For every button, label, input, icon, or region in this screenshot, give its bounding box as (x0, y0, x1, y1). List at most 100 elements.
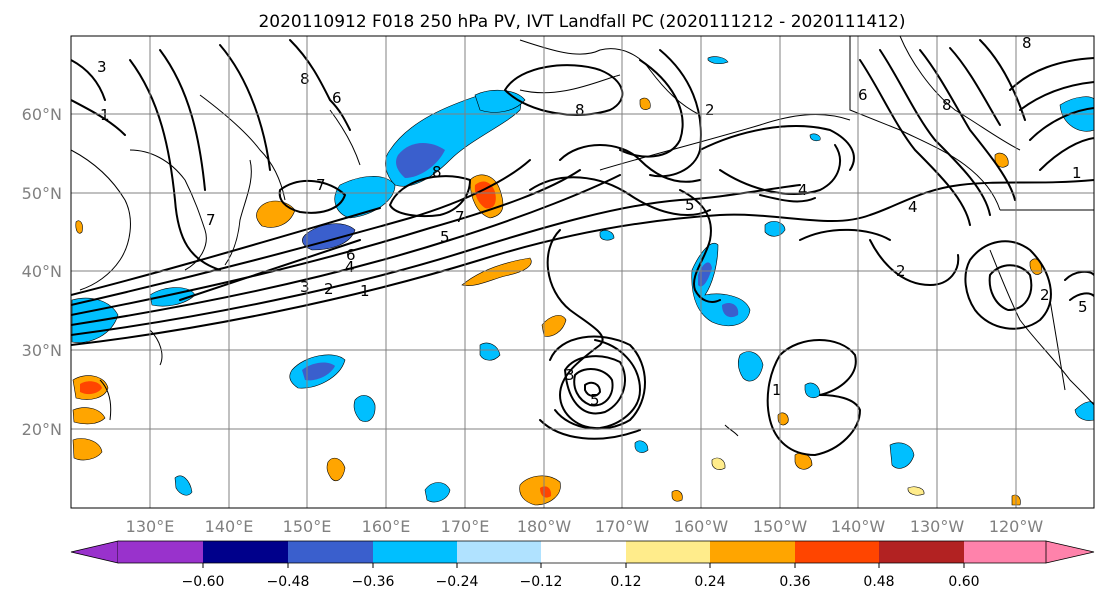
lon-label: 160°W (674, 517, 729, 536)
colorbar-extend-high (1045, 540, 1095, 564)
contour-labels: 3 1 8 6 7 8 2 8 6 8 8 7 6 5 4 3 2 1 7 5 (97, 34, 1088, 409)
colorbar-tick-label: −0.24 (436, 574, 479, 590)
colorbar-tick-label: 0.60 (948, 574, 979, 590)
contour-label: 6 (346, 246, 356, 264)
positive-anomaly-region (72, 438, 103, 461)
lon-label: 140°E (205, 517, 254, 536)
colorbar: −0.60 −0.48 −0.36 −0.24 −0.12 0.12 0.24 … (70, 540, 1095, 590)
colorbar-segment (710, 541, 795, 563)
contour-label: 8 (1022, 34, 1032, 52)
contour-label: 5 (685, 196, 695, 214)
contour-label: 5 (1078, 298, 1088, 316)
pv-contours (71, 39, 1094, 456)
contour-label: 4 (908, 198, 918, 216)
contour-label: 7 (455, 208, 465, 226)
positive-anomaly-region (639, 97, 651, 110)
colorbar-segment (541, 541, 626, 563)
negative-anomaly-region (174, 475, 193, 496)
longitude-labels: 130°E 140°E 150°E 160°E 170°E 180°W 170°… (126, 517, 1044, 536)
lon-label: 120°W (989, 517, 1044, 536)
colorbar-tick-label: 0.12 (610, 574, 641, 590)
positive-anomaly-region (256, 200, 296, 228)
contour-label: 3 (300, 278, 310, 296)
contour-label: 6 (858, 86, 868, 104)
lon-label: 170°E (441, 517, 490, 536)
colorbar-segment (373, 541, 457, 563)
graticule (71, 36, 1094, 508)
lat-label: 40°N (22, 262, 62, 281)
negative-anomaly-region (809, 133, 821, 142)
colorbar-extend-low (70, 540, 119, 564)
shaded-anomalies (71, 56, 1094, 506)
contour-label: 1 (772, 381, 782, 399)
positive-anomaly-region (711, 457, 726, 470)
negative-anomaly-region (479, 342, 501, 361)
colorbar-tick-label: −0.12 (520, 574, 563, 590)
colorbar-tick-label: 0.48 (863, 574, 894, 590)
colorbar-segment (964, 541, 1046, 563)
negative-anomaly-region (707, 56, 729, 65)
lon-label: 150°W (753, 517, 808, 536)
figure-title: 2020110912 F018 250 hPa PV, IVT Landfall… (258, 12, 905, 32)
contour-label: 2 (705, 101, 715, 119)
positive-anomaly-region (72, 407, 106, 425)
contour-label: 8 (300, 70, 310, 88)
positive-anomaly-core (474, 181, 496, 209)
contour-label: 3 (97, 58, 107, 76)
lat-label: 20°N (22, 420, 62, 439)
lon-label: 140°W (831, 517, 886, 536)
colorbar-ticks (202, 563, 965, 568)
positive-anomaly-region (671, 490, 683, 502)
negative-anomaly-region (634, 440, 649, 453)
colorbar-segment (457, 541, 541, 563)
lon-label: 160°E (362, 517, 411, 536)
lon-label: 170°W (595, 517, 650, 536)
contour-label: 7 (316, 176, 326, 194)
negative-anomaly-region (738, 351, 764, 382)
colorbar-segment (879, 541, 964, 563)
contour-label: 2 (1040, 286, 1050, 304)
negative-anomaly-region (424, 482, 451, 503)
map-panel: 3 1 8 6 7 8 2 8 6 8 8 7 6 5 4 3 2 1 7 5 (70, 34, 1095, 509)
negative-anomaly-region (889, 442, 915, 469)
positive-anomaly-region (777, 412, 789, 426)
colorbar-tick-label: −0.36 (352, 574, 395, 590)
positive-anomaly-region (519, 475, 561, 506)
colorbar-tick-label: −0.60 (182, 574, 225, 590)
lat-label: 30°N (22, 341, 62, 360)
positive-anomaly-region (907, 486, 925, 496)
positive-anomaly-core (80, 381, 102, 395)
contour-label: 4 (798, 181, 808, 199)
positive-anomaly-region (541, 315, 567, 337)
contour-label: 8 (942, 96, 952, 114)
lon-label: 130°W (910, 517, 965, 536)
contour-label: 7 (206, 211, 216, 229)
contour-label: 1 (100, 106, 110, 124)
map-frame (70, 35, 1095, 509)
negative-anomaly-region (1074, 401, 1094, 421)
positive-anomaly-core (540, 486, 552, 498)
lat-label: 50°N (22, 184, 62, 203)
colorbar-segment (118, 541, 203, 563)
colorbar-tick-label: 0.36 (779, 574, 810, 590)
contour-label: 1 (360, 282, 370, 300)
negative-anomaly-core (302, 362, 335, 381)
contour-label: 8 (575, 101, 585, 119)
negative-anomaly-core (396, 143, 445, 178)
contour-label: 8 (432, 163, 442, 181)
colorbar-segment (795, 541, 879, 563)
contour-label: 1 (1072, 164, 1082, 182)
contour-label: 5 (440, 228, 450, 246)
negative-anomaly-region (353, 395, 376, 422)
contour-label: 5 (590, 391, 600, 409)
lat-label: 60°N (22, 105, 62, 124)
colorbar-tick-label: 0.24 (694, 574, 725, 590)
lon-label: 180°W (517, 517, 572, 536)
colorbar-segment (203, 541, 288, 563)
lon-label: 150°E (283, 517, 332, 536)
positive-anomaly-region (326, 457, 346, 481)
negative-anomaly-core (698, 262, 739, 318)
colorbar-segment (626, 541, 710, 563)
colorbar-segment (288, 541, 373, 563)
